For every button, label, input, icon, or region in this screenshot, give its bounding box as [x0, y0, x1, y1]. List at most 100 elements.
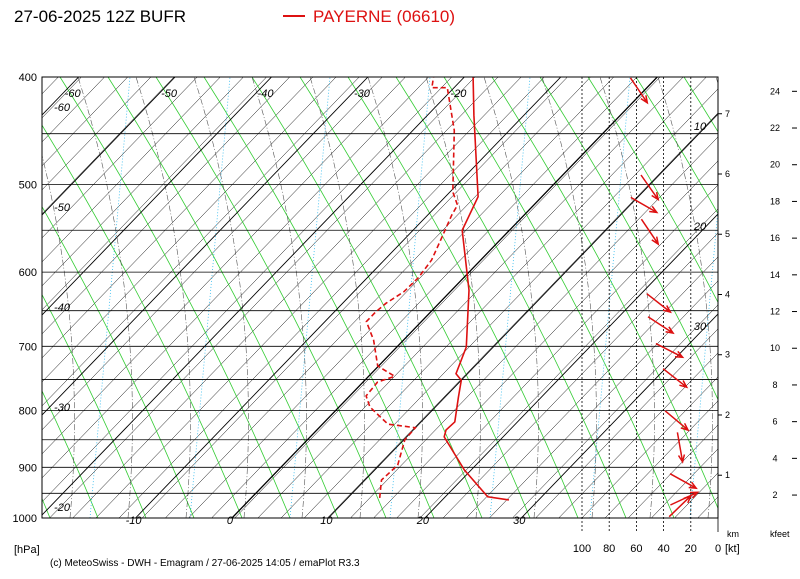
hatch-line	[304, 88, 718, 518]
y-tick-label: 700	[19, 341, 37, 353]
isotherm-label: -60	[54, 102, 71, 114]
dry-adiabat	[155, 77, 387, 518]
isotherm-label: 20	[416, 515, 430, 527]
dry-adiabat	[203, 77, 435, 518]
kft-tick-label: 14	[770, 270, 780, 280]
dry-adiabat	[635, 77, 718, 215]
kft-tick-label: 8	[772, 380, 777, 390]
hatch-line	[721, 77, 800, 518]
y-tick-label: 400	[19, 72, 37, 84]
mixing-ratio-line	[289, 77, 331, 518]
isotherm-label: -30	[354, 88, 371, 100]
wind-arrow	[662, 368, 689, 389]
km-label: km	[727, 529, 739, 539]
kft-tick-label: 10	[770, 343, 780, 353]
dry-adiabat	[732, 77, 800, 518]
wind-arrow	[655, 342, 685, 359]
temperature-line	[443, 76, 510, 501]
hatch-line	[604, 400, 718, 518]
dry-adiabat	[539, 77, 718, 401]
kft-tick-label: 16	[770, 233, 780, 243]
wind-arrow	[646, 293, 672, 314]
km-tick-label: 2	[725, 410, 730, 420]
hatch-line	[489, 280, 718, 518]
km-tick-label: 1	[725, 470, 730, 480]
dry-adiabat	[395, 77, 627, 518]
hatch-line	[42, 77, 175, 215]
hatch-line	[350, 136, 718, 518]
wind-arrow	[630, 196, 659, 214]
y-tick-label: 500	[19, 179, 37, 191]
hatch-line	[674, 472, 718, 518]
chart-title: 27-06-2025 12Z BUFR	[14, 7, 186, 26]
background-lines	[0, 77, 800, 518]
hatch-line	[466, 256, 718, 518]
kft-tick-label: 20	[770, 160, 780, 170]
plot-frame	[41, 76, 719, 519]
hatch-line	[327, 112, 718, 518]
km-tick-label: 5	[725, 229, 730, 239]
isotherm	[42, 77, 272, 316]
moist-adiabat	[135, 77, 191, 518]
hatch-line	[42, 77, 221, 263]
isotherm-label: 30	[513, 515, 526, 527]
dry-adiabat	[59, 77, 291, 518]
wind-arrow	[664, 410, 690, 432]
hatch-line	[512, 304, 718, 518]
hatch-line	[234, 77, 661, 518]
isotherm-label: -50	[161, 88, 178, 100]
isotherm-label: -40	[258, 88, 275, 100]
kft-tick-label: 2	[772, 490, 777, 500]
isotherm-label: 10	[694, 121, 707, 133]
isotherm	[424, 213, 718, 518]
kft-tick-label: 24	[770, 86, 780, 96]
dry-adiabat	[683, 77, 718, 133]
isotherm-label: -30	[54, 402, 71, 414]
hatch-line	[42, 77, 337, 383]
dry-adiabat	[42, 293, 147, 518]
footer: (c) MeteoSwiss - DWH - Emagram / 27-06-2…	[50, 558, 360, 569]
wind-arrow	[676, 432, 686, 464]
isotherm	[42, 77, 369, 416]
hatch-line	[42, 77, 128, 167]
isotherm-label: -20	[54, 502, 71, 514]
moist-adiabat	[0, 77, 16, 518]
dewpoint-line	[365, 76, 459, 498]
dry-adiabat	[42, 390, 99, 518]
hatch-line	[42, 77, 429, 479]
wind-arrow	[640, 218, 660, 246]
y-tick-label: 900	[19, 462, 37, 474]
km-tick-label: 3	[725, 350, 730, 360]
wind-tick-label: 80	[603, 543, 615, 555]
dry-adiabat	[443, 77, 675, 518]
hatch-line	[42, 77, 244, 287]
hatch-line	[558, 352, 718, 518]
kft-tick-label: 22	[770, 123, 780, 133]
dry-adiabat	[491, 77, 718, 510]
wind-unit: [kt]	[725, 543, 740, 555]
moist-adiabat	[193, 77, 249, 518]
y-tick-label: 800	[19, 406, 37, 418]
km-tick-label: 7	[725, 109, 730, 119]
isotherm	[520, 313, 718, 518]
wind-tick-label: 40	[657, 543, 669, 555]
hatch-line	[628, 424, 718, 518]
km-tick-label: 4	[725, 289, 730, 299]
hatch-line	[42, 77, 267, 311]
isotherm	[42, 77, 176, 216]
hatch-line	[535, 328, 718, 518]
mixing-ratio-line	[89, 77, 131, 518]
wind-arrow	[640, 174, 660, 202]
hatch-line	[42, 77, 452, 503]
dry-adiabat	[42, 124, 243, 518]
hatch-line	[211, 77, 638, 518]
hatch-line	[0, 77, 35, 518]
hatch-line	[95, 77, 522, 518]
isotherm	[231, 77, 658, 518]
moist-adiabat	[367, 77, 423, 518]
isotherm-label: -60	[65, 88, 82, 100]
wind-tick-label: 60	[630, 543, 642, 555]
hatch-line	[188, 77, 614, 518]
isotherm-label: 20	[693, 221, 707, 233]
